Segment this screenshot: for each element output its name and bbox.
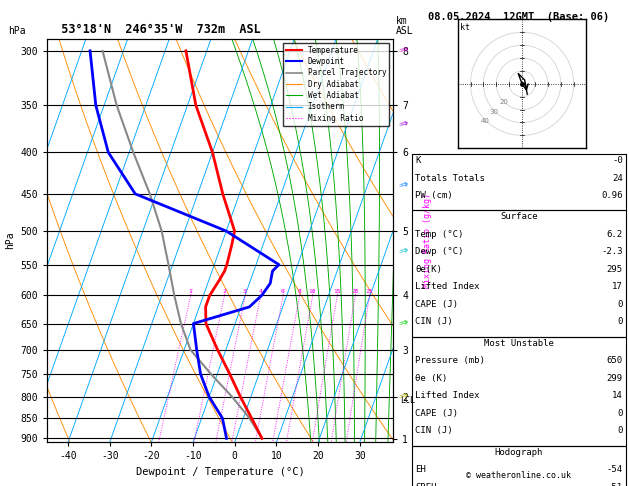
Text: ⇗: ⇗ <box>396 245 409 258</box>
Text: Surface: Surface <box>500 212 538 222</box>
Text: Most Unstable: Most Unstable <box>484 339 554 348</box>
Text: Pressure (mb): Pressure (mb) <box>415 356 485 365</box>
Text: CIN (J): CIN (J) <box>415 317 453 327</box>
Text: 6: 6 <box>281 289 284 294</box>
Text: 0.96: 0.96 <box>601 191 623 200</box>
Text: 0: 0 <box>617 300 623 309</box>
Text: Lifted Index: Lifted Index <box>415 391 480 400</box>
Text: 30: 30 <box>490 109 499 115</box>
Text: -0: -0 <box>612 156 623 165</box>
Y-axis label: hPa: hPa <box>5 232 15 249</box>
X-axis label: Dewpoint / Temperature (°C): Dewpoint / Temperature (°C) <box>136 467 304 477</box>
Text: ⇗: ⇗ <box>396 44 409 57</box>
Text: 10: 10 <box>308 289 316 294</box>
Text: 24: 24 <box>612 174 623 183</box>
Text: 08.05.2024  12GMT  (Base: 06): 08.05.2024 12GMT (Base: 06) <box>428 12 610 22</box>
Text: -51: -51 <box>606 483 623 486</box>
Text: 14: 14 <box>612 391 623 400</box>
Text: -54: -54 <box>606 465 623 474</box>
Text: 6.2: 6.2 <box>606 230 623 239</box>
Text: 17: 17 <box>612 282 623 292</box>
Text: Totals Totals: Totals Totals <box>415 174 485 183</box>
Text: 15: 15 <box>333 289 340 294</box>
Text: 40: 40 <box>481 118 489 124</box>
Text: Dewp (°C): Dewp (°C) <box>415 247 464 257</box>
Text: Temp (°C): Temp (°C) <box>415 230 464 239</box>
Text: hPa: hPa <box>8 26 26 36</box>
Text: ⇗: ⇗ <box>396 317 409 330</box>
Text: 2: 2 <box>222 289 226 294</box>
Text: 0: 0 <box>617 317 623 327</box>
Text: 20: 20 <box>351 289 359 294</box>
Text: 650: 650 <box>606 356 623 365</box>
Text: © weatheronline.co.uk: © weatheronline.co.uk <box>467 471 571 480</box>
Text: LCL: LCL <box>400 396 415 405</box>
Text: ⇗: ⇗ <box>396 179 409 192</box>
Text: Mixing Ratio (g/kg): Mixing Ratio (g/kg) <box>423 193 432 288</box>
Text: Hodograph: Hodograph <box>495 448 543 457</box>
Text: 299: 299 <box>606 374 623 383</box>
Text: Lifted Index: Lifted Index <box>415 282 480 292</box>
Text: km
ASL: km ASL <box>396 16 414 36</box>
Text: CAPE (J): CAPE (J) <box>415 409 458 418</box>
Text: ⇗: ⇗ <box>396 118 409 132</box>
Text: 20: 20 <box>499 99 508 105</box>
Text: 53°18'N  246°35'W  732m  ASL: 53°18'N 246°35'W 732m ASL <box>47 23 261 36</box>
Text: 0: 0 <box>617 409 623 418</box>
Text: 1: 1 <box>188 289 192 294</box>
Text: SREH: SREH <box>415 483 437 486</box>
Text: θe(K): θe(K) <box>415 265 442 274</box>
Text: 4: 4 <box>259 289 262 294</box>
Text: EH: EH <box>415 465 426 474</box>
Text: CAPE (J): CAPE (J) <box>415 300 458 309</box>
Legend: Temperature, Dewpoint, Parcel Trajectory, Dry Adiabat, Wet Adiabat, Isotherm, Mi: Temperature, Dewpoint, Parcel Trajectory… <box>283 43 389 125</box>
Text: kt: kt <box>460 23 470 32</box>
Text: ⇗: ⇗ <box>396 390 409 403</box>
Text: 25: 25 <box>365 289 373 294</box>
Text: PW (cm): PW (cm) <box>415 191 453 200</box>
Text: K: K <box>415 156 421 165</box>
Text: 0: 0 <box>617 426 623 435</box>
Text: -2.3: -2.3 <box>601 247 623 257</box>
Text: CIN (J): CIN (J) <box>415 426 453 435</box>
Text: 8: 8 <box>298 289 301 294</box>
Text: 3: 3 <box>243 289 247 294</box>
Text: 295: 295 <box>606 265 623 274</box>
Text: θe (K): θe (K) <box>415 374 447 383</box>
